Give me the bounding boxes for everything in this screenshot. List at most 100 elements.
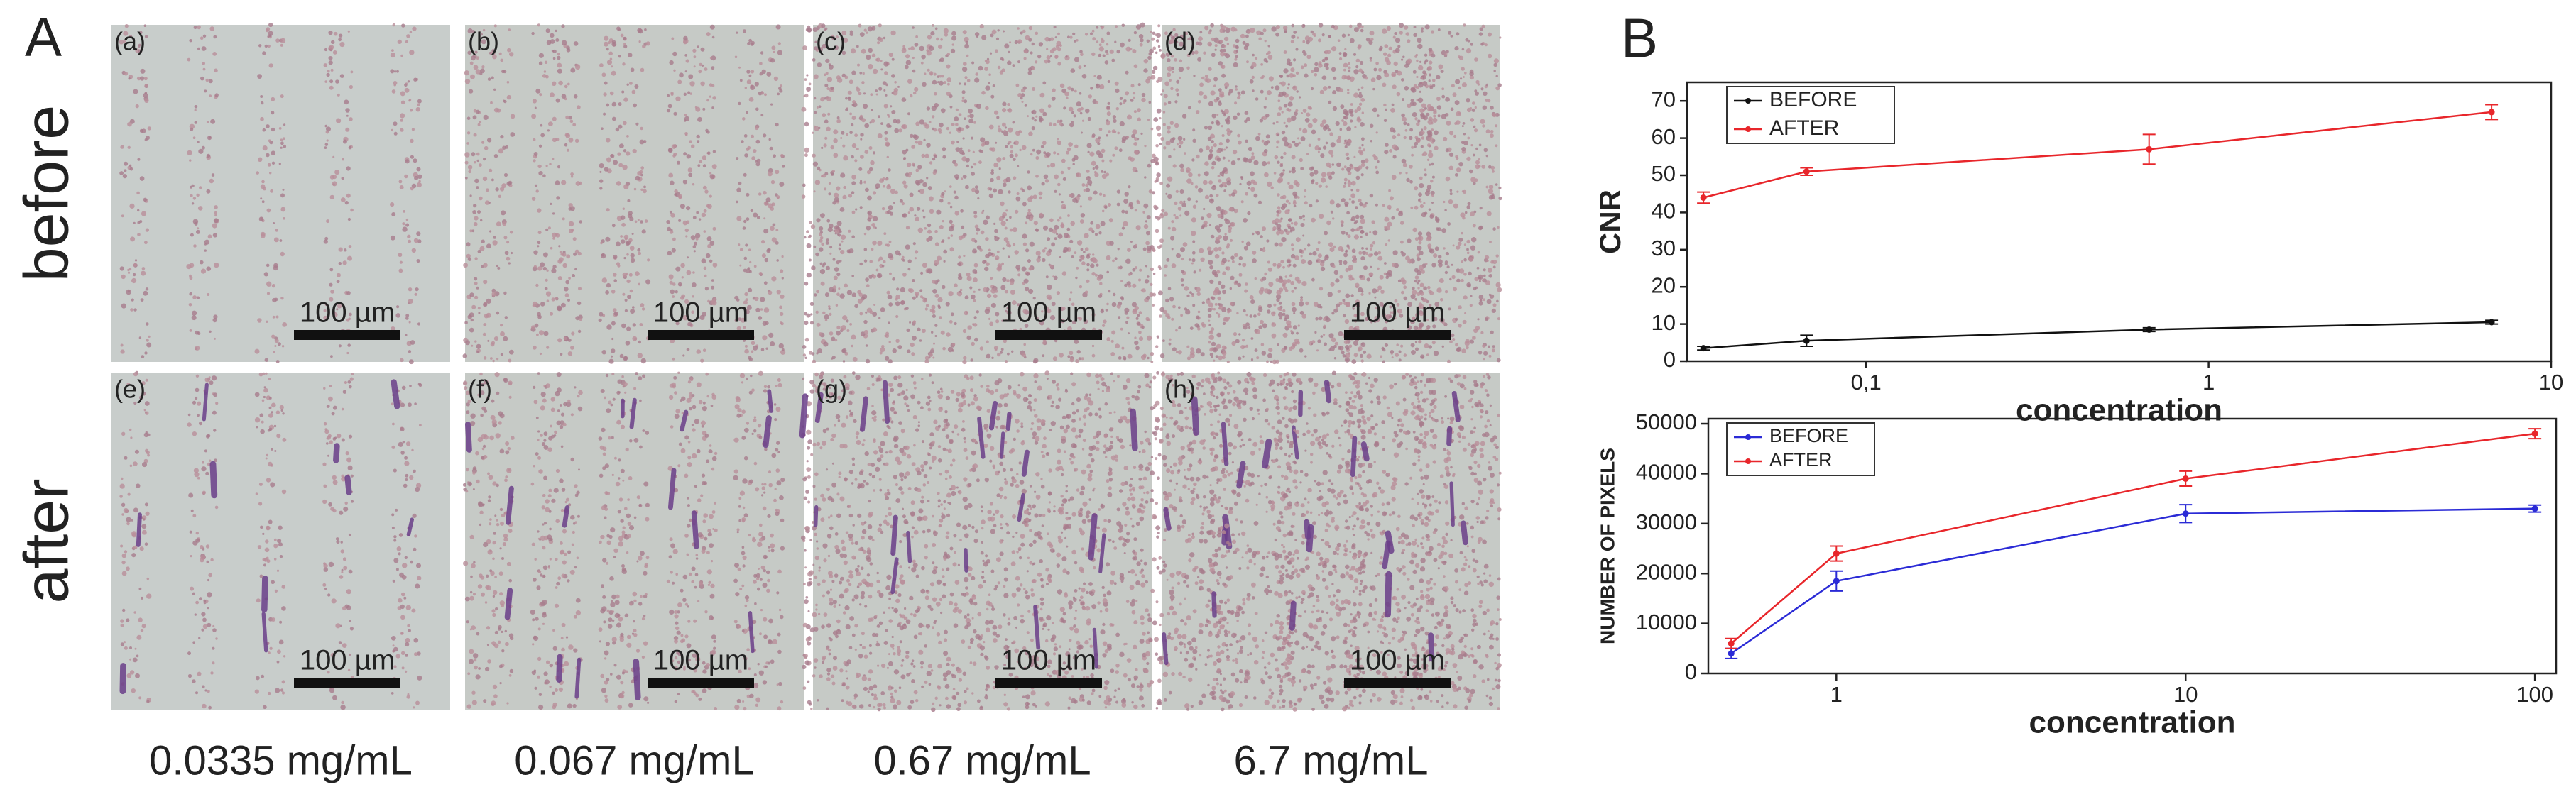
speckle — [1225, 266, 1228, 270]
speckle — [1341, 75, 1346, 80]
speckle — [1433, 115, 1436, 118]
speckle — [1191, 231, 1196, 236]
speckle — [599, 187, 602, 189]
speckle — [480, 246, 485, 251]
speckle — [540, 353, 542, 355]
speckle — [1123, 358, 1126, 361]
speckle — [674, 189, 677, 193]
speckle — [1067, 214, 1070, 217]
speckle — [550, 247, 553, 250]
speckle — [892, 277, 895, 281]
speckle — [1127, 136, 1129, 138]
speckle — [121, 275, 126, 279]
speckle — [1359, 103, 1362, 106]
speckle — [535, 89, 540, 94]
speckle — [1152, 248, 1156, 252]
speckle — [846, 133, 848, 136]
speckle — [1084, 189, 1086, 192]
speckle — [1361, 137, 1365, 141]
speckle — [836, 187, 840, 191]
speckle — [946, 302, 950, 306]
speckle — [1449, 153, 1453, 157]
speckle — [1276, 146, 1278, 148]
speckle — [1230, 130, 1232, 132]
speckle — [1475, 178, 1478, 182]
speckle — [837, 116, 840, 119]
speckle — [623, 149, 626, 152]
speckle — [881, 345, 884, 348]
speckle — [1380, 356, 1382, 358]
speckle — [949, 291, 954, 296]
speckle — [400, 119, 403, 122]
speckle — [1297, 37, 1299, 39]
speckle — [944, 190, 946, 192]
speckle — [1035, 116, 1037, 118]
speckle — [1462, 82, 1467, 87]
speckle — [1346, 75, 1351, 80]
speckle — [1266, 140, 1270, 143]
speckle — [606, 158, 611, 163]
speckle — [1228, 160, 1230, 162]
speckle — [956, 141, 959, 143]
speckle — [556, 196, 560, 199]
speckle — [688, 167, 693, 172]
speckle — [711, 106, 714, 109]
speckle — [1172, 248, 1174, 250]
speckle — [883, 185, 885, 188]
speckle — [1446, 177, 1451, 182]
speckle — [1146, 296, 1150, 300]
speckle — [834, 267, 839, 272]
speckle — [641, 358, 646, 363]
speckle — [836, 75, 841, 79]
speckle — [1298, 324, 1300, 326]
speckle — [1216, 333, 1221, 338]
speckle — [1354, 27, 1359, 32]
speckle — [340, 74, 344, 78]
speckle — [755, 160, 758, 163]
speckle — [266, 29, 269, 33]
speckle — [692, 282, 697, 287]
speckle — [1110, 50, 1114, 54]
speckle — [803, 353, 806, 356]
speckle — [557, 69, 562, 74]
speckle — [995, 319, 999, 323]
speckle — [1006, 279, 1010, 282]
speckle — [1050, 55, 1052, 57]
speckle — [1158, 45, 1160, 48]
scale-bar — [648, 330, 754, 340]
speckle — [806, 230, 809, 233]
speckle — [268, 45, 271, 48]
speckle — [1321, 172, 1326, 177]
speckle — [929, 46, 934, 51]
speckle — [1363, 265, 1368, 270]
speckle — [982, 260, 986, 264]
speckle — [706, 32, 711, 36]
speckle — [914, 135, 919, 140]
speckle — [844, 284, 848, 288]
speckle — [1144, 145, 1146, 147]
micrograph: (d)100 µm — [1140, 23, 1502, 365]
speckle — [1417, 270, 1421, 275]
speckle — [938, 45, 942, 49]
speckle — [1251, 337, 1254, 340]
speckle — [1147, 76, 1152, 80]
speckle — [393, 23, 395, 26]
speckle — [1134, 65, 1138, 69]
speckle — [870, 93, 873, 96]
speckle — [1434, 131, 1439, 136]
speckle — [1035, 60, 1037, 63]
speckle — [878, 317, 880, 319]
speckle — [1311, 218, 1316, 223]
speckle — [1410, 207, 1413, 209]
speckle — [537, 312, 541, 317]
speckle — [1363, 351, 1366, 354]
speckle — [824, 172, 828, 175]
speckle — [1466, 248, 1469, 251]
speckle — [711, 66, 714, 70]
speckle — [1311, 31, 1314, 33]
speckle — [1193, 75, 1195, 77]
speckle — [1417, 38, 1422, 43]
speckle — [1039, 213, 1043, 216]
speckle — [1400, 251, 1403, 254]
speckle — [1157, 336, 1159, 339]
